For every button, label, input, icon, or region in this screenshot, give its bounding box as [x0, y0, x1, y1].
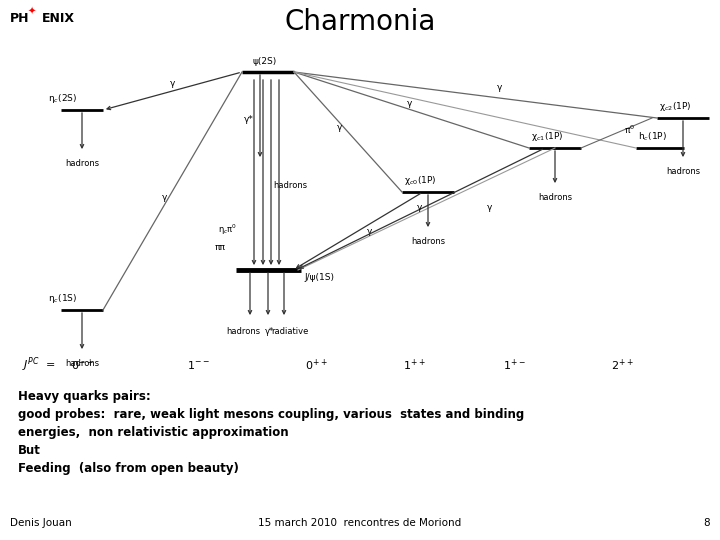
Text: π$^0$: π$^0$	[624, 124, 636, 136]
Text: energies,  non relativistic approximation: energies, non relativistic approximation	[18, 426, 289, 439]
Text: J/ψ(1S): J/ψ(1S)	[305, 273, 335, 282]
Text: Denis Jouan: Denis Jouan	[10, 518, 72, 528]
Text: hadrons: hadrons	[65, 360, 99, 368]
Text: 8: 8	[703, 518, 710, 528]
Text: Heavy quarks pairs:: Heavy quarks pairs:	[18, 390, 150, 403]
Text: hadrons: hadrons	[538, 193, 572, 202]
Text: γ*: γ*	[264, 327, 274, 336]
Text: $1^{+-}$: $1^{+-}$	[503, 357, 526, 373]
Text: radiative: radiative	[271, 327, 309, 336]
Text: χ$_{c2}$(1P): χ$_{c2}$(1P)	[659, 100, 691, 113]
Text: γ: γ	[337, 124, 343, 132]
Text: good probes:  rare, weak light mesons coupling, various  states and binding: good probes: rare, weak light mesons cou…	[18, 408, 524, 421]
Text: ✦: ✦	[28, 7, 36, 17]
Text: Feeding  (also from open beauty): Feeding (also from open beauty)	[18, 462, 239, 475]
Text: hadrons: hadrons	[65, 159, 99, 168]
Text: η$_c$(1S): η$_c$(1S)	[48, 292, 77, 305]
Text: But: But	[18, 444, 41, 457]
Text: $J^{PC}$  =: $J^{PC}$ =	[22, 356, 55, 374]
Text: $0^{-+}$: $0^{-+}$	[71, 357, 94, 373]
Text: ππ: ππ	[215, 244, 226, 253]
Text: γ: γ	[162, 193, 168, 202]
Text: χ$_{c0}$(1P): χ$_{c0}$(1P)	[404, 174, 436, 187]
Text: γ: γ	[498, 84, 503, 92]
Text: χ$_{c1}$(1P): χ$_{c1}$(1P)	[531, 130, 564, 143]
Text: $1^{--}$: $1^{--}$	[186, 359, 210, 371]
Text: η$_c$π$^0$: η$_c$π$^0$	[217, 223, 237, 237]
Text: PH: PH	[10, 11, 30, 24]
Text: h$_c$(1P): h$_c$(1P)	[638, 131, 667, 143]
Text: η$_c$(2S): η$_c$(2S)	[48, 92, 77, 105]
Text: ψ(2S): ψ(2S)	[253, 57, 277, 66]
Text: γ: γ	[408, 98, 413, 107]
Text: γ: γ	[367, 227, 373, 237]
Text: $1^{++}$: $1^{++}$	[402, 357, 426, 373]
Text: 15 march 2010  rencontres de Moriond: 15 march 2010 rencontres de Moriond	[258, 518, 462, 528]
Text: hadrons: hadrons	[273, 180, 307, 190]
Text: γ*: γ*	[244, 116, 254, 125]
Text: γ: γ	[418, 204, 423, 213]
Text: hadrons: hadrons	[411, 238, 445, 246]
Text: hadrons: hadrons	[226, 327, 260, 336]
Text: γ: γ	[487, 204, 492, 213]
Text: hadrons: hadrons	[666, 167, 700, 177]
Text: ENIX: ENIX	[42, 11, 75, 24]
Text: $2^{++}$: $2^{++}$	[611, 357, 634, 373]
Text: γ: γ	[170, 79, 176, 88]
Text: Charmonia: Charmonia	[284, 8, 436, 36]
Text: $0^{++}$: $0^{++}$	[305, 357, 328, 373]
